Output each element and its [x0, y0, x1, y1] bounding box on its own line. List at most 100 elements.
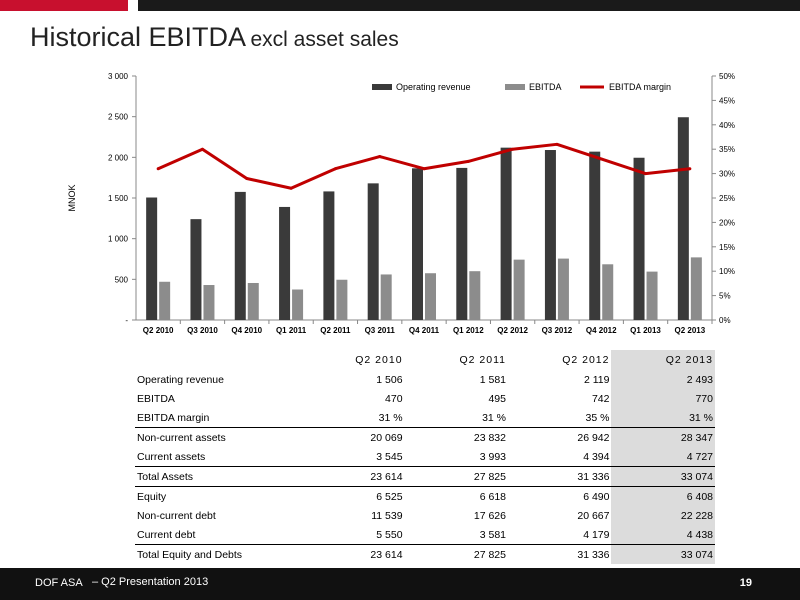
cell: 3 993	[479, 450, 506, 463]
cell: 11 539	[371, 509, 403, 522]
top-dark-bar	[138, 0, 800, 11]
cell: 1 506	[376, 373, 403, 386]
point-ebitda-margin	[688, 167, 692, 171]
page-number: 19	[739, 577, 752, 589]
row-label: Equity	[135, 486, 302, 506]
cell: 6 525	[301, 486, 405, 506]
table-header-q2-2012: Q2 2012	[562, 354, 610, 366]
point-ebitda-margin	[200, 147, 204, 151]
cell: 4 727	[611, 447, 715, 467]
point-ebitda-margin	[555, 142, 559, 146]
cell: 17 626	[473, 509, 506, 522]
table-header-q2-2013: Q2 2013	[611, 350, 715, 370]
bar-ebitda	[646, 271, 658, 320]
bar-ebitda	[425, 273, 436, 320]
x-tick-label: Q1 2011	[276, 326, 307, 335]
page-title: Historical EBITDA excl asset sales	[30, 22, 399, 53]
y2-tick-label: 5%	[719, 292, 731, 301]
table-row: EBITDA 470 495 742 770	[135, 389, 715, 408]
bar-operating-revenue	[279, 206, 291, 320]
point-ebitda-margin	[644, 172, 648, 176]
table-row: Total Assets 23 614 27 825 31 336 33 074	[135, 466, 715, 487]
bar-operating-revenue	[633, 157, 645, 320]
y2-tick-label: 30%	[719, 170, 735, 179]
cell: 20 667	[577, 509, 610, 522]
point-ebitda-margin	[156, 167, 160, 171]
y2-tick-label: 25%	[719, 194, 735, 203]
page-title-main: Historical EBITDA	[30, 22, 247, 52]
footer-bar: DOF ASA – Q2 Presentation 2013 19	[0, 568, 800, 600]
cell: 23 614	[301, 466, 405, 487]
cell: 33 074	[611, 544, 715, 564]
cell: 26 942	[508, 427, 612, 447]
point-ebitda-margin	[333, 167, 337, 171]
bar-ebitda	[336, 279, 348, 320]
bar-ebitda	[380, 274, 392, 320]
y2-tick-label: 45%	[719, 96, 735, 105]
cell: 22 228	[611, 506, 715, 525]
y-tick-label: 2 500	[108, 113, 129, 122]
cell: 2 493	[611, 370, 715, 389]
x-tick-label: Q2 2012	[497, 326, 528, 335]
line-ebitda-margin	[157, 142, 691, 190]
footer-company: DOF ASA	[35, 577, 83, 589]
cell: 31 336	[508, 466, 612, 487]
bar-ebitda	[203, 285, 215, 320]
bar-ebitda	[557, 258, 569, 320]
cell: 742	[591, 392, 610, 405]
y2-tick-label: 10%	[719, 267, 735, 276]
x-tick-label: Q3 2010	[187, 326, 218, 335]
table-row: Total Equity and Debts 23 614 27 825 31 …	[135, 544, 715, 564]
y-tick-label: -	[125, 316, 128, 325]
bar-operating-revenue	[677, 117, 689, 321]
row-label: EBITDA margin	[137, 411, 210, 424]
x-tick-label: Q3 2011	[365, 326, 396, 335]
cell: 28 347	[611, 427, 715, 447]
bar-ebitda	[247, 282, 259, 320]
point-ebitda-margin	[245, 176, 249, 180]
bar-operating-revenue	[412, 168, 423, 320]
cell: 6 408	[611, 486, 715, 506]
cell: 495	[488, 392, 506, 405]
bar-operating-revenue	[456, 167, 468, 320]
y-tick-label: 2 000	[108, 153, 129, 162]
y-tick-label: 3 000	[108, 72, 129, 81]
row-label: EBITDA	[137, 392, 175, 405]
point-ebitda-margin	[378, 155, 382, 159]
cell: 20 069	[301, 427, 405, 447]
point-ebitda-margin	[289, 186, 293, 190]
bar-operating-revenue	[367, 183, 379, 320]
point-ebitda-margin	[511, 147, 515, 151]
table-header-q2-2010: Q2 2010	[355, 354, 403, 366]
y2-tick-label: 35%	[719, 145, 735, 154]
cell: 27 825	[404, 466, 508, 487]
legend-label-ebitda: EBITDA	[529, 82, 562, 92]
bar-ebitda	[159, 281, 171, 320]
cell: 4 438	[611, 525, 715, 545]
x-tick-label: Q4 2012	[586, 326, 617, 335]
y-tick-label: 500	[115, 275, 129, 284]
cell: 4 394	[583, 450, 610, 463]
bar-ebitda	[602, 264, 614, 320]
row-label: Current debt	[137, 528, 196, 541]
table-row: Operating revenue 1 506 1 581 2 119 2 49…	[135, 370, 715, 389]
x-tick-label: Q4 2010	[231, 326, 262, 335]
point-ebitda-margin	[466, 159, 470, 163]
cell: 4 179	[583, 528, 610, 541]
cell: 31 %	[482, 411, 506, 424]
table-header-label	[135, 350, 301, 370]
cell: 31 %	[378, 411, 403, 424]
row-label: Total Equity and Debts	[135, 544, 302, 564]
point-ebitda-margin	[599, 157, 603, 161]
x-tick-label: Q1 2012	[453, 326, 484, 335]
bar-ebitda	[690, 257, 702, 320]
bar-operating-revenue	[589, 151, 601, 320]
point-ebitda-margin	[422, 167, 426, 171]
cell: 3 581	[479, 528, 506, 541]
cell: 35 %	[585, 411, 610, 424]
row-label: Total Assets	[135, 466, 302, 487]
bar-operating-revenue	[544, 150, 556, 320]
bar-operating-revenue	[146, 197, 158, 320]
cell: 3 545	[376, 450, 403, 463]
y2-tick-label: 50%	[719, 72, 735, 81]
